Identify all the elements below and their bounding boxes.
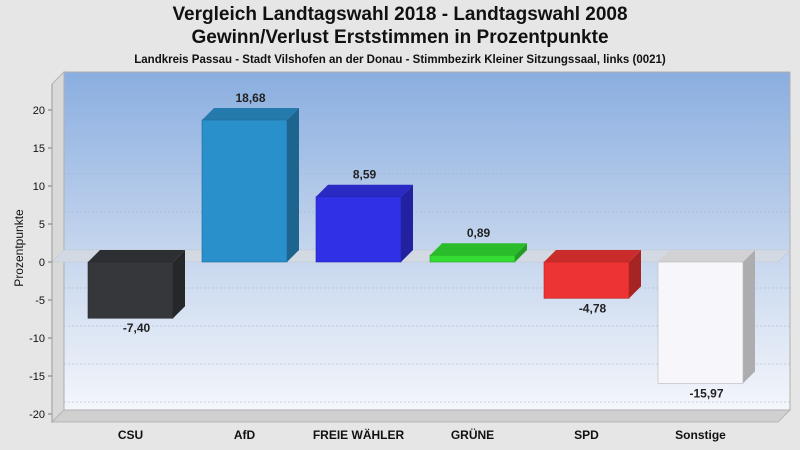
bar-group: -7,40 CSU [87, 250, 185, 442]
y-tick-label: -15 [29, 371, 45, 383]
category-label: AfD [234, 428, 256, 442]
y-tick-label: 0 [39, 257, 45, 269]
bar [429, 254, 516, 263]
data-label: 18,68 [235, 91, 265, 105]
chart-location: Landkreis Passau - Stadt Vilshofen an de… [134, 54, 666, 66]
bar-group: 18,68 AfD [201, 91, 299, 442]
category-label: CSU [118, 428, 143, 442]
bar [201, 119, 288, 263]
category-label: GRÜNE [451, 427, 494, 442]
bar-side [173, 250, 185, 319]
bar [543, 261, 630, 299]
bar-top [202, 108, 299, 121]
bar-group: 8,59 FREIE WÄHLER [313, 168, 413, 442]
y-tick-label: 15 [33, 143, 45, 155]
data-label: -15,97 [689, 386, 723, 400]
y-tick-label: 20 [33, 105, 45, 117]
y-axis-title: Prozentpunkte [12, 209, 26, 287]
bar-top [88, 250, 185, 262]
category-label: FREIE WÄHLER [313, 427, 405, 442]
bar-side [743, 250, 755, 384]
bar [87, 261, 174, 319]
bar-side [287, 108, 299, 262]
bar-group: -15,97 Sonstige [657, 250, 755, 442]
data-label: -4,78 [579, 301, 607, 315]
bar-side [629, 250, 641, 299]
bar-top [430, 243, 527, 256]
floor [50, 409, 792, 423]
data-label: -7,40 [123, 321, 151, 335]
bar-top [658, 250, 755, 262]
category-label: SPD [574, 428, 599, 442]
y-tick-label: -20 [29, 409, 45, 421]
bar-side [515, 243, 527, 262]
bar-top [544, 250, 641, 262]
y-tick-label: -5 [35, 295, 45, 307]
bar-side [401, 184, 413, 262]
bar-group: -4,78 SPD [543, 250, 641, 442]
side-wall [51, 70, 65, 424]
y-tick-label: -10 [29, 333, 45, 345]
chart-subtitle: Gewinn/Verlust Erststimmen in Prozentpun… [191, 27, 609, 48]
bar-group: 0,89 GRÜNE [429, 226, 527, 442]
y-tick-label: 10 [33, 181, 45, 193]
bar-top [316, 184, 413, 197]
bar [657, 261, 744, 384]
bar [315, 196, 402, 263]
data-label: 0,89 [467, 226, 491, 240]
category-label: Sonstige [675, 428, 726, 442]
y-tick-label: 5 [39, 219, 45, 231]
data-label: 8,59 [353, 168, 377, 182]
chart-title: Vergleich Landtagswahl 2018 - Landtagswa… [172, 4, 628, 25]
